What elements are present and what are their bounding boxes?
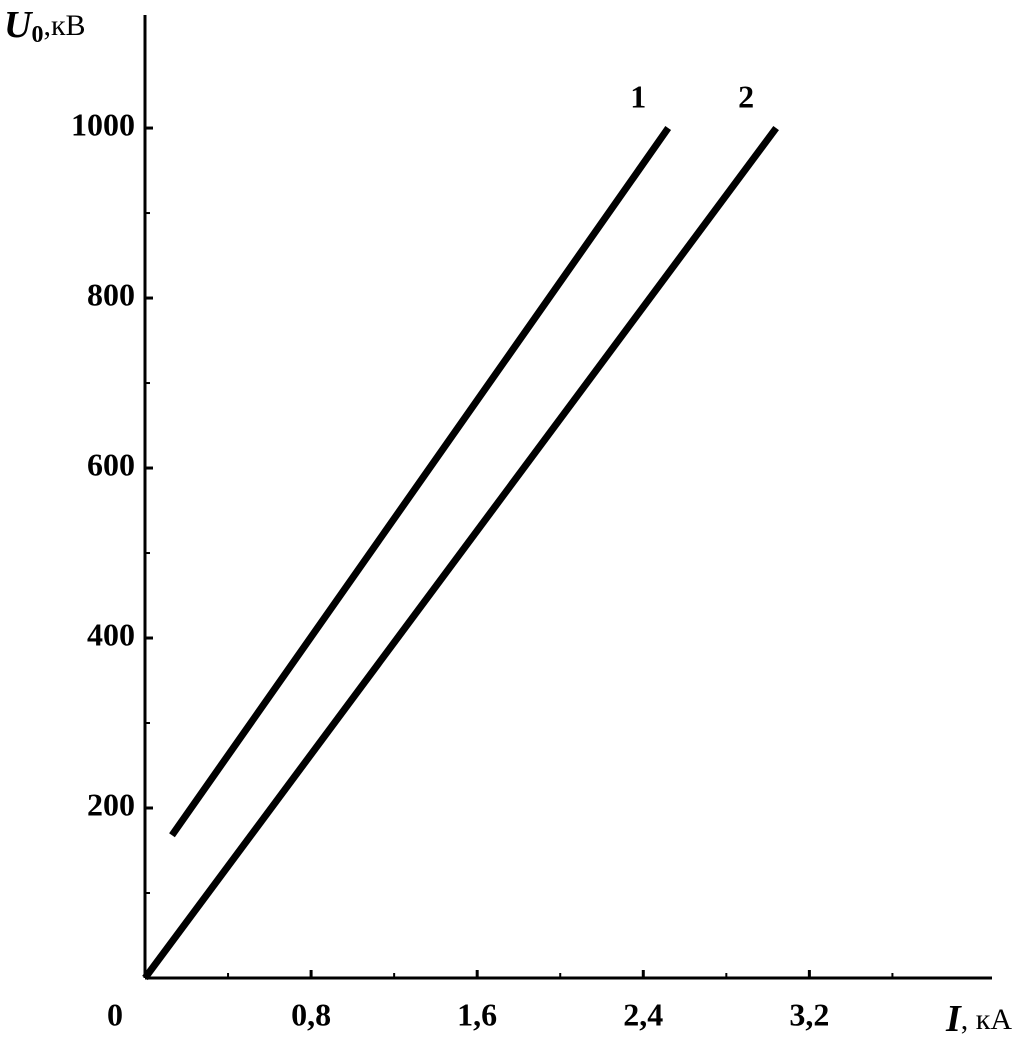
x-label-unit: , кА bbox=[961, 1003, 1013, 1036]
series-line bbox=[142, 125, 779, 981]
x-tick-label: 0 bbox=[107, 996, 123, 1032]
y-tick-label: 400 bbox=[87, 616, 135, 652]
y-label-subscript: 0 bbox=[31, 22, 43, 48]
x-label-symbol: I bbox=[945, 998, 962, 1040]
y-axis-label: U0,кВ bbox=[4, 4, 86, 48]
x-tick-label: 1,6 bbox=[457, 996, 497, 1032]
y-label-symbol: U bbox=[4, 4, 34, 46]
series-label: 2 bbox=[738, 78, 754, 114]
y-label-unit: ,кВ bbox=[43, 9, 85, 42]
y-tick-label: 600 bbox=[87, 446, 135, 482]
series-label: 1 bbox=[630, 78, 646, 114]
x-axis-label: I, кА bbox=[945, 998, 1012, 1040]
x-tick-label: 2,4 bbox=[623, 996, 663, 1032]
y-tick-label: 800 bbox=[87, 276, 135, 312]
x-tick-label: 3,2 bbox=[789, 996, 829, 1032]
series-line bbox=[169, 126, 672, 838]
x-tick-label: 0,8 bbox=[291, 996, 331, 1032]
y-tick-label: 200 bbox=[87, 786, 135, 822]
y-tick-label: 1000 bbox=[71, 106, 135, 142]
